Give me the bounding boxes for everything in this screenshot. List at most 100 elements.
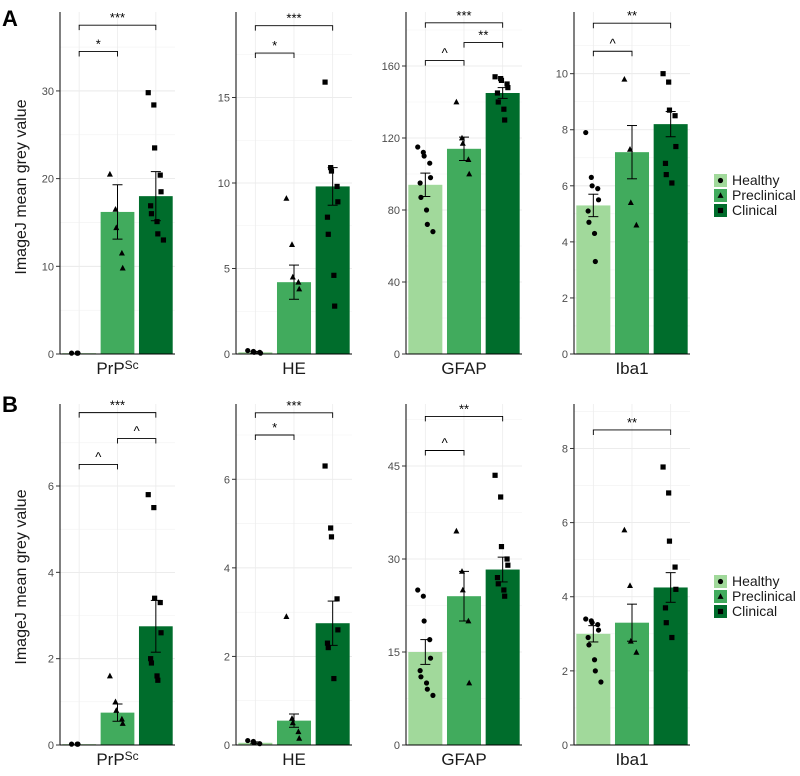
y-tick-label: 80 <box>388 205 400 217</box>
data-point-clinical <box>504 81 510 87</box>
y-tick-label: 15 <box>218 93 230 105</box>
x-axis-label: HE <box>282 750 306 769</box>
data-point-preclinical <box>633 649 640 655</box>
data-point-healthy <box>424 686 430 692</box>
y-tick-label: 5 <box>224 264 230 276</box>
data-point-preclinical <box>465 156 472 162</box>
data-point-preclinical <box>119 720 126 726</box>
data-point-clinical <box>324 640 331 646</box>
significance-bracket <box>592 429 672 435</box>
y-tick-label: 40 <box>388 277 400 289</box>
legend-marker <box>717 207 724 214</box>
data-point-healthy <box>251 740 257 746</box>
legend-label: Preclinical <box>732 588 796 604</box>
significance-bracket <box>463 42 504 48</box>
significance-bracket <box>424 60 465 66</box>
x-axis-label: PrPSc <box>96 749 138 769</box>
data-point-clinical <box>494 575 501 581</box>
data-point-clinical <box>155 677 161 683</box>
y-tick-label: 6 <box>224 474 230 486</box>
significance-label: ^ <box>442 436 449 451</box>
data-point-preclinical <box>118 249 125 256</box>
legend-marker <box>717 593 724 599</box>
significance-label: *** <box>286 11 301 26</box>
data-point-preclinical <box>289 273 296 280</box>
subplot-b-iba1: ** 0 2 4 6 8 Iba1 <box>562 404 690 769</box>
data-point-preclinical <box>621 526 628 533</box>
legend-item-preclinical: Preclinical <box>714 187 796 203</box>
data-point-preclinical <box>466 170 473 177</box>
data-point-clinical <box>325 644 331 651</box>
data-point-clinical <box>148 656 154 662</box>
bar-clinical <box>653 124 688 354</box>
data-point-clinical <box>331 272 337 278</box>
significance-bracket <box>117 438 157 444</box>
data-point-clinical <box>151 102 157 108</box>
y-tick-label: 45 <box>388 461 400 473</box>
data-point-healthy <box>427 160 433 166</box>
data-point-healthy <box>423 207 430 213</box>
data-point-healthy <box>75 741 81 747</box>
data-point-preclinical <box>459 586 466 593</box>
legend-item-clinical: Clinical <box>714 603 777 619</box>
significance-bracket <box>424 415 504 422</box>
data-point-clinical <box>492 74 498 80</box>
data-point-healthy <box>589 183 595 189</box>
data-point-healthy <box>427 637 433 643</box>
data-point-clinical <box>332 303 338 309</box>
panel-letter-a: A <box>2 6 18 31</box>
legend-item-healthy: Healthy <box>714 172 779 188</box>
legend-label: Clinical <box>732 603 777 619</box>
legend-marker <box>717 608 724 615</box>
significance-label: *** <box>456 8 471 23</box>
y-tick-label: 8 <box>562 443 568 455</box>
data-point-healthy <box>583 129 589 136</box>
data-point-healthy <box>595 621 601 628</box>
data-point-clinical <box>504 556 510 562</box>
y-tick-label: 4 <box>48 567 54 579</box>
data-point-preclinical <box>118 715 125 722</box>
y-tick-label: 120 <box>382 133 400 145</box>
data-point-clinical <box>666 107 673 113</box>
data-point-healthy <box>598 679 604 685</box>
legend-item-clinical: Clinical <box>714 202 777 218</box>
y-tick-label: 0 <box>224 349 230 361</box>
data-point-clinical <box>328 525 334 531</box>
bar-healthy <box>576 633 611 745</box>
y-tick-label: 0 <box>394 349 400 361</box>
data-point-clinical <box>158 630 164 636</box>
data-point-preclinical <box>295 278 302 285</box>
x-axis-label: GFAP <box>441 359 486 378</box>
data-point-preclinical <box>283 613 290 619</box>
data-point-preclinical <box>465 617 472 624</box>
data-point-clinical <box>492 472 498 478</box>
data-point-preclinical <box>296 735 303 741</box>
data-point-clinical <box>673 143 679 150</box>
significance-label: * <box>272 420 277 435</box>
y-tick-label: 15 <box>388 647 400 659</box>
data-point-clinical <box>669 634 675 641</box>
data-point-healthy <box>424 221 430 227</box>
bar-preclinical <box>614 152 650 354</box>
bar-healthy <box>408 184 443 354</box>
data-point-clinical <box>662 160 669 166</box>
y-tick-label: 10 <box>42 261 54 273</box>
data-point-preclinical <box>466 679 473 686</box>
data-point-healthy <box>586 642 592 648</box>
y-tick-label: 6 <box>562 518 568 530</box>
bar-clinical <box>653 587 688 745</box>
data-point-healthy <box>591 230 598 237</box>
significance-bracket <box>424 450 465 456</box>
data-point-clinical <box>498 77 505 83</box>
y-tick-label: 0 <box>394 740 400 752</box>
data-point-clinical <box>151 504 157 511</box>
data-point-preclinical <box>112 206 119 212</box>
data-point-preclinical <box>283 195 290 201</box>
data-point-clinical <box>155 231 161 237</box>
data-point-healthy <box>595 197 602 203</box>
bar-clinical <box>315 186 350 354</box>
y-tick-label: 0 <box>48 740 54 752</box>
data-point-clinical <box>145 492 151 498</box>
data-point-healthy <box>423 680 430 686</box>
